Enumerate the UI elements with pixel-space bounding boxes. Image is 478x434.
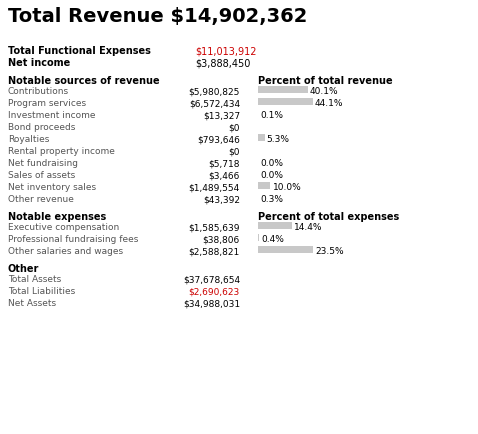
Text: 0.1%: 0.1% xyxy=(260,111,283,120)
Text: $2,690,623: $2,690,623 xyxy=(189,287,240,296)
Text: Net income: Net income xyxy=(8,58,70,68)
Text: Professional fundraising fees: Professional fundraising fees xyxy=(8,235,138,244)
Text: $38,806: $38,806 xyxy=(203,235,240,244)
Text: $43,392: $43,392 xyxy=(203,195,240,204)
Text: $793,646: $793,646 xyxy=(197,135,240,144)
Text: Total Functional Expenses: Total Functional Expenses xyxy=(8,46,151,56)
Text: $1,585,639: $1,585,639 xyxy=(188,223,240,232)
Text: $2,588,821: $2,588,821 xyxy=(189,247,240,256)
Text: Contributions: Contributions xyxy=(8,87,69,96)
Text: $11,013,912: $11,013,912 xyxy=(195,46,257,56)
Text: Investment income: Investment income xyxy=(8,111,96,120)
Text: $3,888,450: $3,888,450 xyxy=(195,58,250,68)
Text: Total Assets: Total Assets xyxy=(8,275,61,284)
Bar xyxy=(258,86,308,93)
Text: Program services: Program services xyxy=(8,99,86,108)
Bar xyxy=(258,134,265,141)
Text: 0.3%: 0.3% xyxy=(261,195,283,204)
Text: 0.0%: 0.0% xyxy=(260,159,283,168)
Text: Royalties: Royalties xyxy=(8,135,49,144)
Text: $0: $0 xyxy=(228,147,240,156)
Text: $3,466: $3,466 xyxy=(208,171,240,180)
Text: Net fundraising: Net fundraising xyxy=(8,159,78,168)
Text: 23.5%: 23.5% xyxy=(315,247,344,256)
Text: 0.0%: 0.0% xyxy=(260,171,283,180)
Text: Rental property income: Rental property income xyxy=(8,147,115,156)
Bar xyxy=(258,246,313,253)
Text: $5,980,825: $5,980,825 xyxy=(189,87,240,96)
Text: $34,988,031: $34,988,031 xyxy=(183,299,240,308)
Text: Bond proceeds: Bond proceeds xyxy=(8,123,76,132)
Text: Other salaries and wages: Other salaries and wages xyxy=(8,247,123,256)
Text: Total Liabilities: Total Liabilities xyxy=(8,287,75,296)
Text: $6,572,434: $6,572,434 xyxy=(189,99,240,108)
Text: 14.4%: 14.4% xyxy=(293,223,322,232)
Text: $13,327: $13,327 xyxy=(203,111,240,120)
Text: Other: Other xyxy=(8,264,39,274)
Bar xyxy=(258,234,259,241)
Text: 5.3%: 5.3% xyxy=(267,135,290,144)
Text: Sales of assets: Sales of assets xyxy=(8,171,75,180)
Text: Notable expenses: Notable expenses xyxy=(8,212,106,222)
Text: Net inventory sales: Net inventory sales xyxy=(8,183,96,192)
Text: $37,678,654: $37,678,654 xyxy=(183,275,240,284)
Text: Net Assets: Net Assets xyxy=(8,299,56,308)
Bar xyxy=(258,182,271,189)
Text: $0: $0 xyxy=(228,123,240,132)
Bar xyxy=(258,98,313,105)
Text: 0.4%: 0.4% xyxy=(261,235,284,244)
Text: 10.0%: 10.0% xyxy=(272,183,301,192)
Text: Percent of total revenue: Percent of total revenue xyxy=(258,76,392,86)
Text: Percent of total expenses: Percent of total expenses xyxy=(258,212,399,222)
Text: 44.1%: 44.1% xyxy=(315,99,344,108)
Text: Executive compensation: Executive compensation xyxy=(8,223,119,232)
Text: Other revenue: Other revenue xyxy=(8,195,74,204)
Bar xyxy=(258,222,292,229)
Text: Total Revenue $14,902,362: Total Revenue $14,902,362 xyxy=(8,7,307,26)
Text: $1,489,554: $1,489,554 xyxy=(189,183,240,192)
Text: $5,718: $5,718 xyxy=(208,159,240,168)
Text: Notable sources of revenue: Notable sources of revenue xyxy=(8,76,160,86)
Text: 40.1%: 40.1% xyxy=(310,87,338,96)
